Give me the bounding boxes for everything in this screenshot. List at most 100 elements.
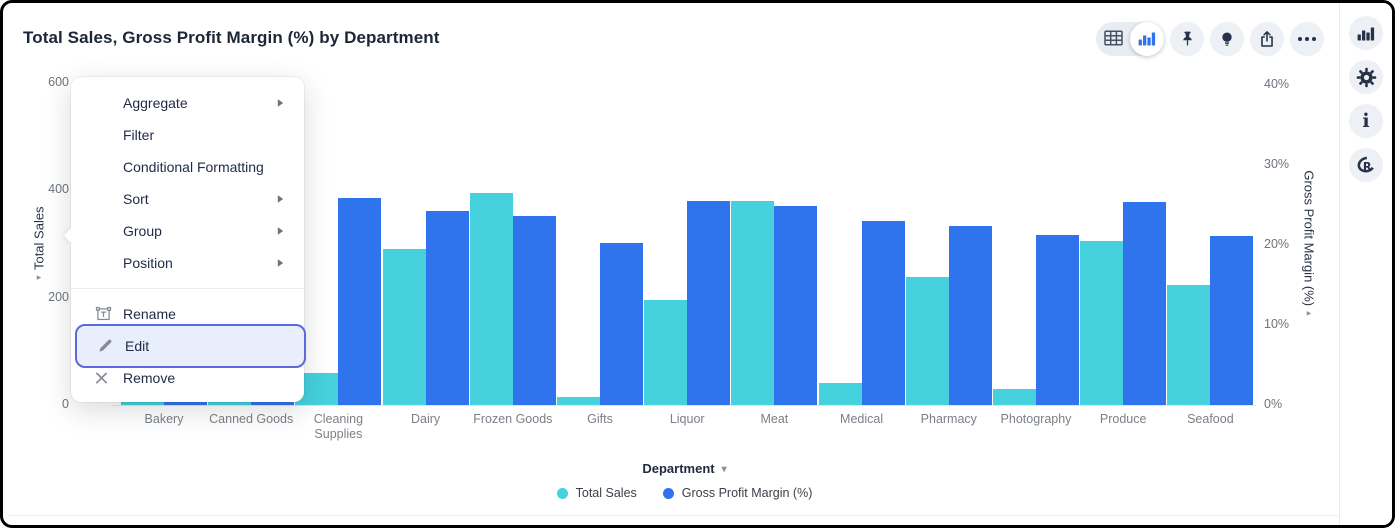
- menu-item-filter[interactable]: Filter: [71, 119, 304, 151]
- export-button[interactable]: [1250, 22, 1284, 56]
- bar-total-sales-dairy[interactable]: [382, 249, 426, 405]
- left-axis-tick: 0: [62, 397, 69, 411]
- category-label: Medical: [840, 412, 884, 426]
- menu-separator: [71, 288, 304, 289]
- bar-gross-profit-margin-pharmacy[interactable]: [948, 225, 992, 405]
- bar-total-sales-frozen-goods[interactable]: [469, 193, 513, 405]
- page-title: Total Sales, Gross Profit Margin (%) by …: [23, 28, 440, 47]
- table-view-icon: [1103, 29, 1123, 49]
- settings-icon: [1356, 67, 1377, 88]
- bar-gross-profit-margin-seafood[interactable]: [1210, 236, 1254, 405]
- remove-icon: [95, 372, 108, 385]
- more-button[interactable]: [1290, 22, 1324, 56]
- menu-item-conditional-formatting[interactable]: Conditional Formatting: [71, 151, 304, 183]
- bar-total-sales-medical[interactable]: [818, 382, 862, 405]
- r-logo-button[interactable]: R: [1349, 148, 1383, 182]
- submenu-arrow-icon: [277, 99, 284, 108]
- left-axis-tick: 400: [48, 182, 69, 197]
- category-label: Pharmacy: [920, 412, 977, 426]
- bar-gross-profit-margin-cleaning-supplies[interactable]: [338, 197, 382, 405]
- axis-sort-arrow-icon: ▸: [36, 271, 42, 282]
- category-label: Frozen Goods: [473, 412, 553, 426]
- chart-legend: Total Sales Gross Profit Margin (%): [113, 486, 1256, 500]
- category-label: Cleaning Supplies: [313, 412, 364, 441]
- menu-item-label: Group: [123, 223, 162, 239]
- bar-total-sales-pharmacy[interactable]: [905, 276, 949, 405]
- bulb-icon: [1219, 29, 1235, 49]
- legend-label: Gross Profit Margin (%): [681, 486, 813, 500]
- bar-total-sales-liquor[interactable]: [644, 299, 688, 405]
- category-label: Meat: [760, 412, 789, 426]
- table-view-button[interactable]: [1096, 22, 1130, 56]
- pin-button[interactable]: [1170, 22, 1204, 56]
- menu-item-edit[interactable]: Edit: [75, 324, 306, 368]
- category-label: Canned Goods: [209, 412, 294, 426]
- menu-item-label: Aggregate: [123, 95, 188, 111]
- chart-view-button[interactable]: [1130, 22, 1164, 56]
- category-label: Dairy: [411, 412, 441, 426]
- right-axis-tick: 0%: [1264, 397, 1283, 411]
- x-axis-line: [113, 405, 1256, 406]
- submenu-arrow-icon: [277, 227, 284, 236]
- right-axis-tick: 30%: [1264, 157, 1290, 171]
- axis-sort-arrow-icon: ◂: [1306, 308, 1312, 319]
- legend-item-total-sales[interactable]: Total Sales: [556, 486, 637, 500]
- bar-gross-profit-margin-frozen-goods[interactable]: [512, 216, 556, 405]
- settings-button[interactable]: [1349, 60, 1383, 94]
- export-icon: [1258, 29, 1276, 49]
- chart-view-icon: [1138, 30, 1156, 49]
- menu-item-rename[interactable]: Rename: [71, 298, 304, 330]
- category-label: Liquor: [669, 412, 705, 426]
- x-axis-field-selector[interactable]: Department ▾: [642, 461, 727, 476]
- right-axis-tick: 10%: [1264, 317, 1290, 331]
- submenu-arrow-icon: [277, 259, 284, 268]
- header-actions: [1096, 22, 1324, 56]
- menu-item-sort[interactable]: Sort: [71, 183, 304, 215]
- info-button[interactable]: i: [1349, 104, 1383, 138]
- menu-item-remove[interactable]: Remove: [71, 362, 304, 394]
- right-axis-tick: 40%: [1264, 77, 1290, 91]
- menu-item-position[interactable]: Position: [71, 247, 304, 279]
- legend-dot: [556, 487, 568, 499]
- legend-label: Total Sales: [575, 486, 637, 500]
- chart-type-icon: [1357, 25, 1375, 41]
- context-menu: Aggregate Filter Conditional Formatting Sor…: [63, 77, 306, 402]
- right-axis-tick: 20%: [1264, 237, 1290, 251]
- chevron-down-icon: ▾: [721, 464, 727, 475]
- chart-type-button[interactable]: [1349, 16, 1383, 50]
- bar-gross-profit-margin-produce[interactable]: [1123, 201, 1167, 405]
- rename-icon: [95, 306, 112, 323]
- menu-item-label: Sort: [123, 191, 149, 207]
- menu-item-group[interactable]: Group: [71, 215, 304, 247]
- bar-total-sales-produce[interactable]: [1080, 241, 1124, 405]
- category-label: Produce: [1099, 412, 1147, 426]
- edit-icon: [97, 338, 113, 354]
- bar-gross-profit-margin-photography[interactable]: [1036, 234, 1079, 405]
- bar-gross-profit-margin-liquor[interactable]: [687, 201, 731, 405]
- menu-item-label: Remove: [123, 370, 176, 386]
- bar-total-sales-photography[interactable]: [993, 388, 1036, 405]
- left-axis-title[interactable]: ▸ Total Sales: [31, 206, 47, 282]
- bar-total-sales-seafood[interactable]: [1167, 284, 1211, 405]
- menu-item-aggregate[interactable]: Aggregate: [71, 87, 304, 119]
- category-label: Gifts: [587, 412, 613, 426]
- svg-text:R: R: [1362, 160, 1371, 173]
- bar-total-sales-gifts[interactable]: [557, 396, 600, 405]
- menu-item-label: Filter: [123, 127, 155, 143]
- bulb-button[interactable]: [1210, 22, 1244, 56]
- bar-total-sales-meat[interactable]: [731, 201, 775, 405]
- bar-gross-profit-margin-medical[interactable]: [861, 221, 905, 405]
- left-axis-tick: 600: [48, 75, 69, 89]
- menu-item-label: Conditional Formatting: [123, 159, 264, 175]
- r-logo-icon: R: [1355, 155, 1378, 175]
- view-toggle: [1096, 22, 1164, 56]
- legend-item-gross-profit-margin-[interactable]: Gross Profit Margin (%): [662, 486, 813, 500]
- category-label: Bakery: [144, 412, 184, 426]
- bar-gross-profit-margin-gifts[interactable]: [600, 242, 643, 405]
- bar-gross-profit-margin-dairy[interactable]: [425, 210, 469, 405]
- menu-item-label: Position: [123, 255, 173, 271]
- info-icon: i: [1362, 109, 1370, 132]
- bar-gross-profit-margin-meat[interactable]: [774, 205, 818, 405]
- legend-dot: [662, 487, 674, 499]
